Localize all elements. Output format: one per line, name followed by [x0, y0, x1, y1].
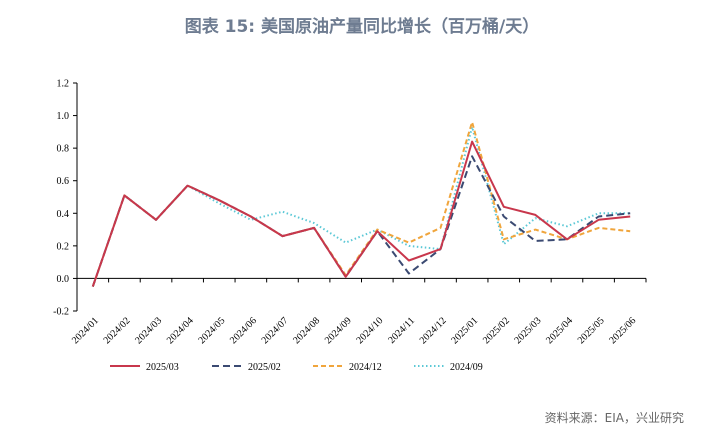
legend-label: 2024/12 [349, 362, 382, 373]
series-line-2025-02 [91, 155, 631, 287]
series-line-2024-09 [91, 126, 631, 287]
y-tick-label: 1.0 [57, 111, 70, 122]
y-tick-label: 0.8 [57, 144, 70, 155]
x-tick-label: 2025/03 [513, 315, 544, 346]
x-tick-label: 2024/03 [133, 315, 164, 346]
y-tick-label: 1.2 [57, 79, 70, 90]
series-line-2024-12 [91, 121, 631, 287]
legend-label: 2024/09 [450, 362, 483, 373]
x-tick-label: 2024/01 [70, 315, 101, 346]
y-tick-label: 0.6 [57, 176, 70, 187]
x-tick-label: 2024/07 [260, 315, 291, 346]
x-tick-label: 2024/04 [165, 315, 196, 346]
y-tick-label: 0.2 [57, 241, 70, 252]
x-tick-label: 2024/10 [354, 315, 385, 346]
x-tick-label: 2025/05 [576, 315, 607, 346]
x-tick-label: 2025/02 [481, 315, 512, 346]
x-tick-label: 2024/08 [291, 315, 322, 346]
legend-label: 2025/02 [248, 362, 281, 373]
source-note: 资料来源：EIA，兴业研究 [544, 411, 684, 425]
series-line-2025-03 [91, 140, 631, 287]
x-tick-label: 2024/11 [386, 315, 417, 346]
x-tick-label: 2024/05 [196, 315, 227, 346]
chart-title: 图表 15: 美国原油产量同比增长（百万桶/天） [184, 17, 540, 37]
x-tick-label: 2024/12 [418, 315, 449, 346]
y-tick-label: 0.4 [57, 209, 70, 220]
x-tick-label: 2025/06 [607, 315, 638, 346]
x-tick-label: 2025/04 [544, 315, 575, 346]
x-tick-label: 2024/06 [228, 315, 259, 346]
x-tick-label: 2025/01 [449, 315, 480, 346]
x-tick-label: 2024/02 [102, 315, 133, 346]
y-tick-label: 0.0 [57, 274, 70, 285]
x-tick-label: 2024/09 [323, 315, 354, 346]
y-tick-label: -0.2 [53, 307, 69, 318]
legend-label: 2025/03 [146, 362, 179, 373]
